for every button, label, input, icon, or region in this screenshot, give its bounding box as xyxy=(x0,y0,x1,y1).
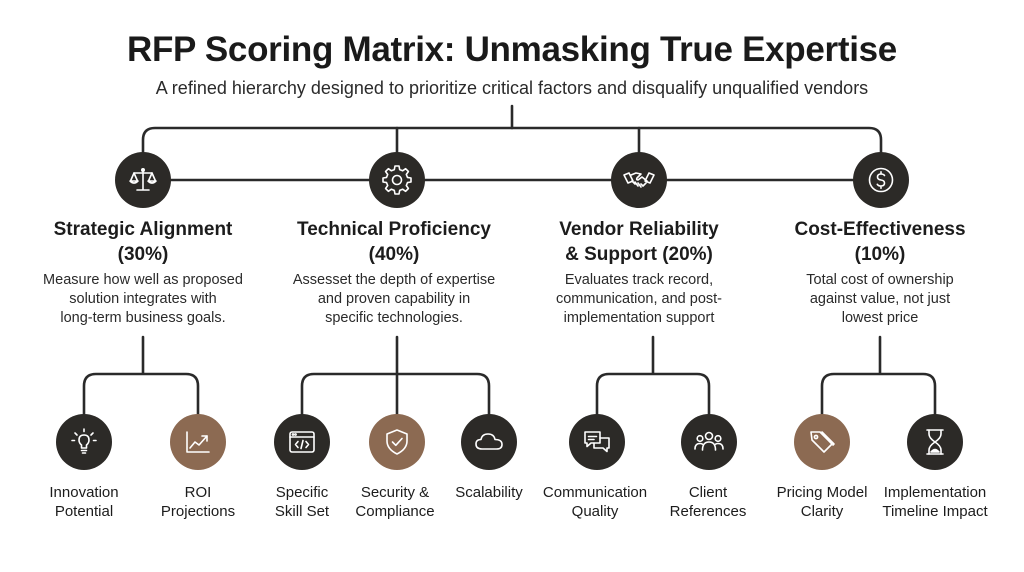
subfactor-node-timeline xyxy=(907,414,963,470)
subfactor-label: ROI Projections xyxy=(160,484,236,520)
subfactor-label: Communication Quality xyxy=(542,484,648,520)
subfactor-label: Security & Compliance xyxy=(355,484,435,520)
people-group-icon xyxy=(694,431,724,451)
hourglass-icon xyxy=(926,429,944,455)
category-node-cost-effectiveness xyxy=(853,152,909,208)
subfactor-node-skill-set xyxy=(274,414,330,470)
subfactor-label: Innovation Potential xyxy=(49,484,119,520)
subfactor-label: Pricing Model Clarity xyxy=(776,484,868,520)
category-description: Measure how well as proposed solution int… xyxy=(43,272,243,326)
subfactor-node-communication xyxy=(569,414,625,470)
chat-bubbles-icon xyxy=(584,431,610,453)
gear-icon xyxy=(382,165,412,195)
category-description: Assesset the depth of expertise and prove… xyxy=(292,272,496,326)
subfactor-label: Implementation Timeline Impact xyxy=(882,484,988,520)
code-window-icon xyxy=(289,431,315,453)
dollar-coin-icon xyxy=(868,167,894,193)
subfactor-label: Client References xyxy=(669,484,747,520)
page-subtitle: A refined hierarchy designed to prioriti… xyxy=(155,78,869,98)
subfactor-node-pricing xyxy=(794,414,850,470)
handshake-icon xyxy=(623,172,655,188)
cloud-icon xyxy=(475,433,503,450)
subfactor-node-innovation xyxy=(56,414,112,470)
subfactor-node-roi xyxy=(170,414,226,470)
category-title: Strategic Alignment (30%) xyxy=(53,219,233,265)
subfactor-node-references xyxy=(681,414,737,470)
subfactor-label: Scalability xyxy=(455,484,523,501)
subfactor-label: Specific Skill Set xyxy=(274,484,330,520)
category-node-technical-proficiency xyxy=(369,152,425,208)
subfactor-node-security xyxy=(369,414,425,470)
subfactor-node-scalability xyxy=(461,414,517,470)
category-title: Vendor Reliability & Support (20%) xyxy=(559,219,719,265)
shield-check-icon xyxy=(386,429,408,455)
category-description: Total cost of ownership against value, no… xyxy=(806,272,954,326)
page-title: RFP Scoring Matrix: Unmasking True Exper… xyxy=(127,30,897,69)
category-node-vendor-reliability xyxy=(611,152,667,208)
lightbulb-icon xyxy=(71,428,97,454)
category-node-strategic-alignment xyxy=(115,152,171,208)
category-title: Cost-Effectiveness (10%) xyxy=(794,219,966,265)
balance-scale-icon xyxy=(129,167,157,191)
price-tag-icon xyxy=(810,431,835,453)
chart-trend-icon xyxy=(186,431,210,453)
category-title: Technical Proficiency (40%) xyxy=(297,219,491,265)
category-description: Evaluates track record, communication, an… xyxy=(555,272,723,326)
